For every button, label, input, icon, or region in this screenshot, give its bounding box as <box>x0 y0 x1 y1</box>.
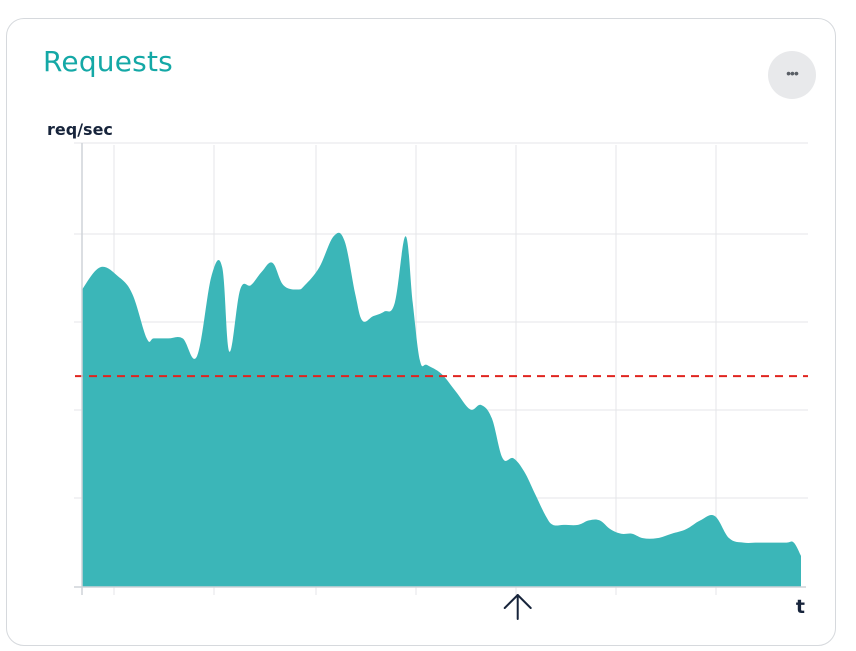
y-axis-label: req/sec <box>47 120 113 139</box>
more-options-button[interactable]: ••• <box>768 51 816 99</box>
x-axis-label: t <box>796 596 805 618</box>
more-horizontal-icon: ••• <box>786 65 799 81</box>
card-title: Requests <box>43 45 173 78</box>
arrow-up-icon[interactable] <box>503 594 532 620</box>
requests-area <box>82 232 801 587</box>
